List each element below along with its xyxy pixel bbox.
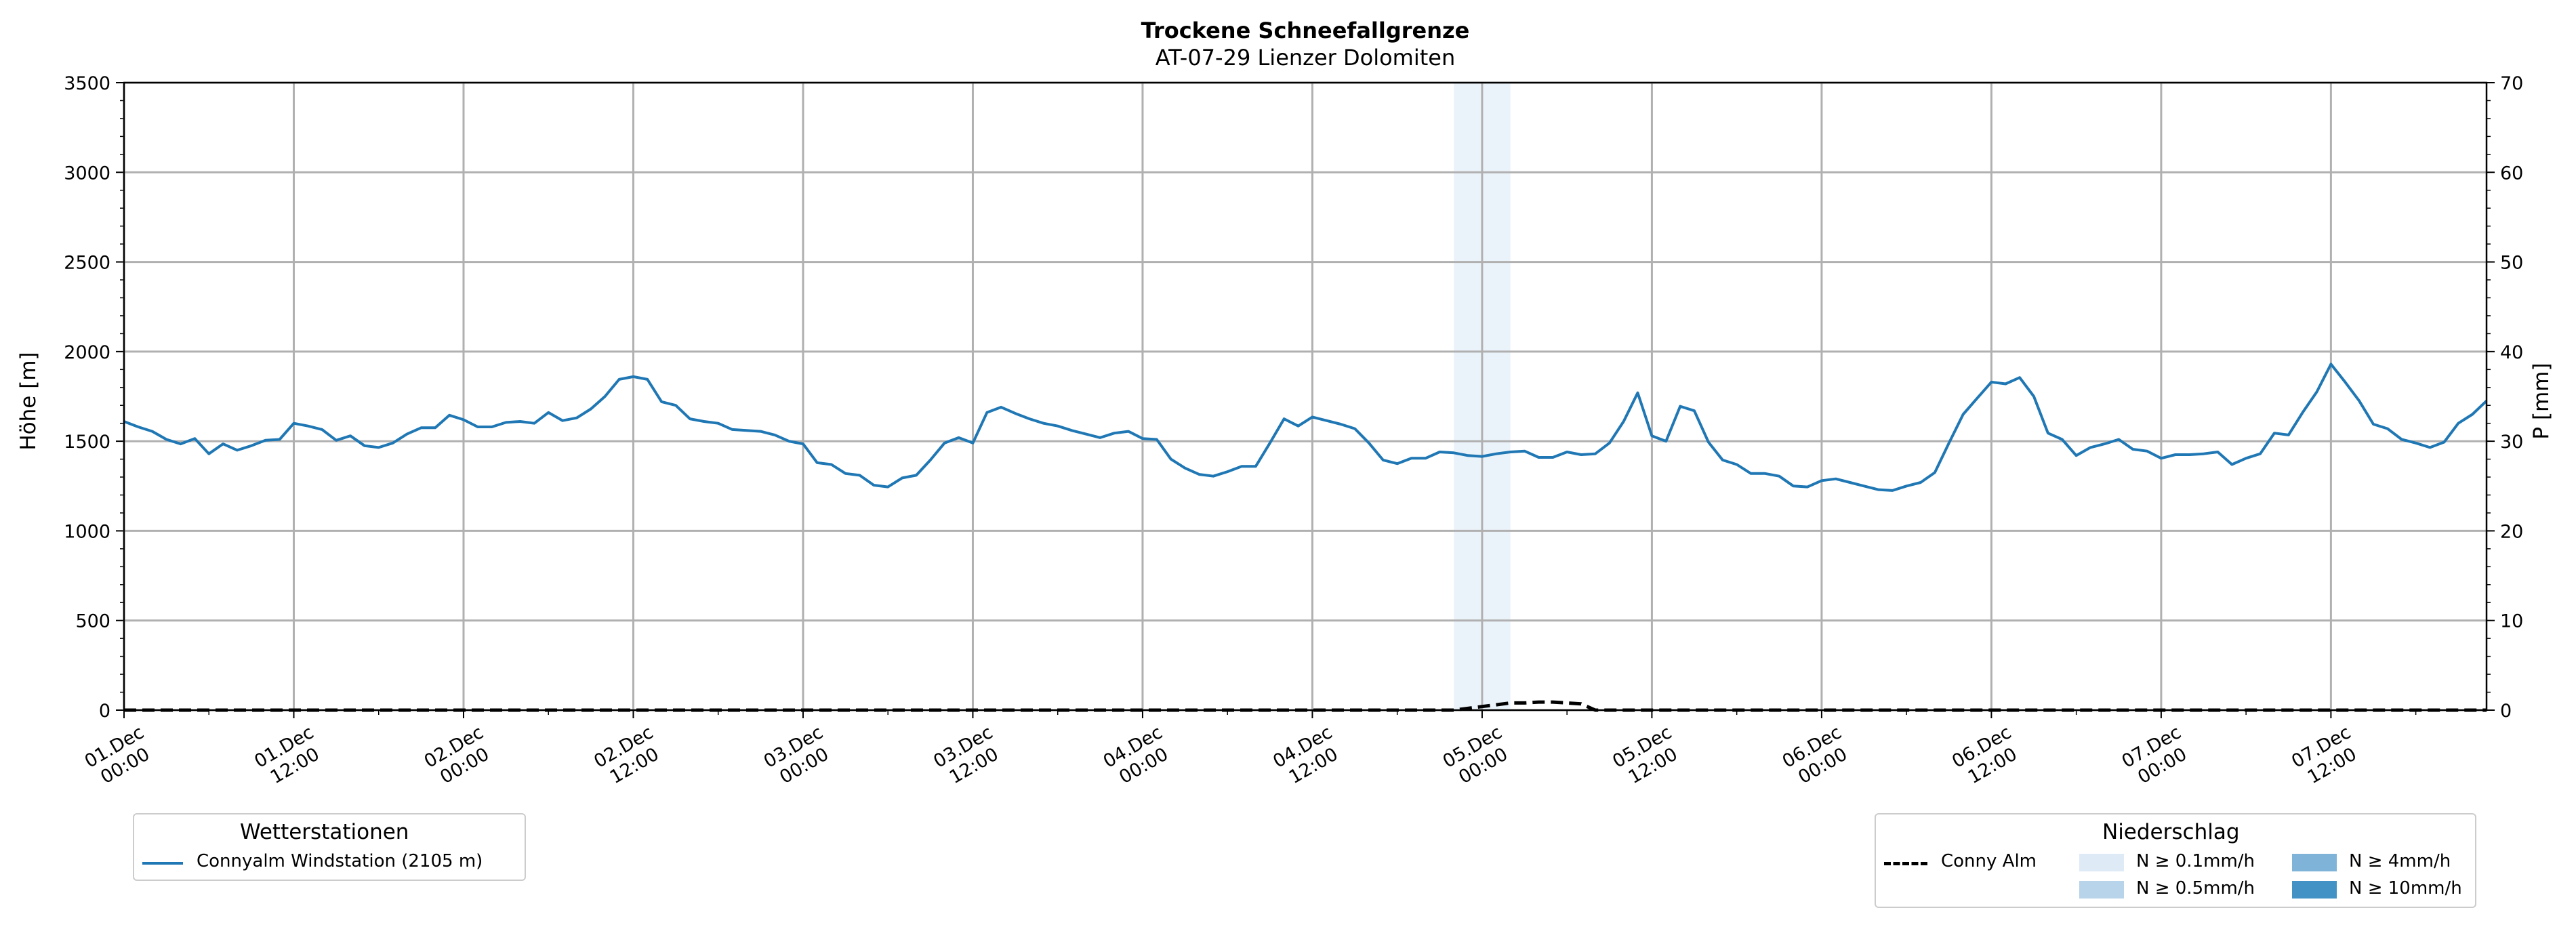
y-tick-label: 500 [75, 611, 110, 632]
x-tick-label: 02.Dec00:00 [421, 722, 498, 791]
legend-conny-alm-dash-swatch [1884, 862, 1927, 865]
legend-label-0-5: N ≥ 0.5mm/h [2136, 878, 2255, 899]
y2-tick-label: 70 [2500, 73, 2523, 94]
legend-station-label: Connyalm Windstation (2105 m) [197, 851, 483, 871]
legend-swatch-4 [2292, 854, 2337, 871]
y2-axis-label: P [mm] [2529, 363, 2554, 439]
x-tick-label: 05.Dec12:00 [1609, 722, 1686, 791]
series-line-conny-alm [124, 700, 2487, 712]
series-line-connyalm-windstation [123, 363, 2488, 492]
x-tick-label: 07.Dec12:00 [2288, 722, 2365, 791]
y2-tick-label: 60 [2500, 163, 2523, 184]
legend-swatch-10 [2292, 881, 2337, 899]
x-tick-label: 06.Dec12:00 [1948, 722, 2026, 791]
x-tick-label: 04.Dec00:00 [1100, 722, 1177, 791]
legend-stations-title: Wetterstationen [240, 820, 409, 844]
plot-frame [123, 81, 2488, 711]
y-axis-label: Höhe [m] [16, 352, 41, 450]
legend-swatch-0-1 [2079, 854, 2124, 871]
plot-area: 0 500 1000 1500 2000 2500 3000 3500 0 10 20 30 40 50 6… [64, 73, 2523, 791]
y-tick-label: 2500 [64, 253, 110, 274]
legend-conny-alm-label: Conny Alm [1941, 851, 2037, 871]
y2-tick-label: 30 [2500, 432, 2523, 453]
legend-weather-stations: Wetterstationen Connyalm Windstation (21… [133, 813, 526, 881]
x-tick-label: 07.Dec00:00 [2119, 722, 2196, 791]
legend-precipitation: Niederschlag Conny Alm N ≥ 0.1mm/h N ≥ 0… [1875, 813, 2476, 908]
x-tick-label: 05.Dec00:00 [1439, 722, 1517, 791]
legend-label-0-1: N ≥ 0.1mm/h [2136, 851, 2255, 871]
legend-station-line-swatch [142, 862, 183, 865]
y2-tick-label: 40 [2500, 342, 2523, 363]
y2-tick-label: 20 [2500, 521, 2523, 542]
y-tick-label: 1500 [64, 432, 110, 453]
legend-swatch-0-5 [2079, 881, 2124, 899]
x-tick-label: 03.Dec00:00 [760, 722, 838, 791]
y-tick-label: 0 [99, 701, 110, 722]
chart-title: Trockene Schneefallgrenze [1141, 18, 1470, 43]
y2-tick-label: 50 [2500, 253, 2523, 274]
y2-tick-label: 0 [2500, 701, 2512, 722]
y-tick-label: 3500 [64, 73, 110, 94]
chart-subtitle: AT-07-29 Lienzer Dolomiten [1156, 45, 1455, 70]
legend-label-4: N ≥ 4mm/h [2349, 851, 2451, 871]
x-tick-label: 01.Dec00:00 [81, 722, 159, 791]
y2-tick-label: 10 [2500, 611, 2523, 632]
y-tick-label: 2000 [64, 342, 110, 363]
x-tick-label: 01.Dec12:00 [251, 722, 328, 791]
legend-label-10: N ≥ 10mm/h [2349, 878, 2462, 899]
x-tick-label: 02.Dec12:00 [590, 722, 668, 791]
x-tick-label: 06.Dec00:00 [1779, 722, 1856, 791]
y-tick-label: 3000 [64, 163, 110, 184]
x-tick-label: 03.Dec12:00 [930, 722, 1007, 791]
x-tick-label: 04.Dec12:00 [1269, 722, 1347, 791]
y-tick-label: 1000 [64, 521, 110, 542]
legend-precip-title: Niederschlag [2102, 820, 2240, 844]
